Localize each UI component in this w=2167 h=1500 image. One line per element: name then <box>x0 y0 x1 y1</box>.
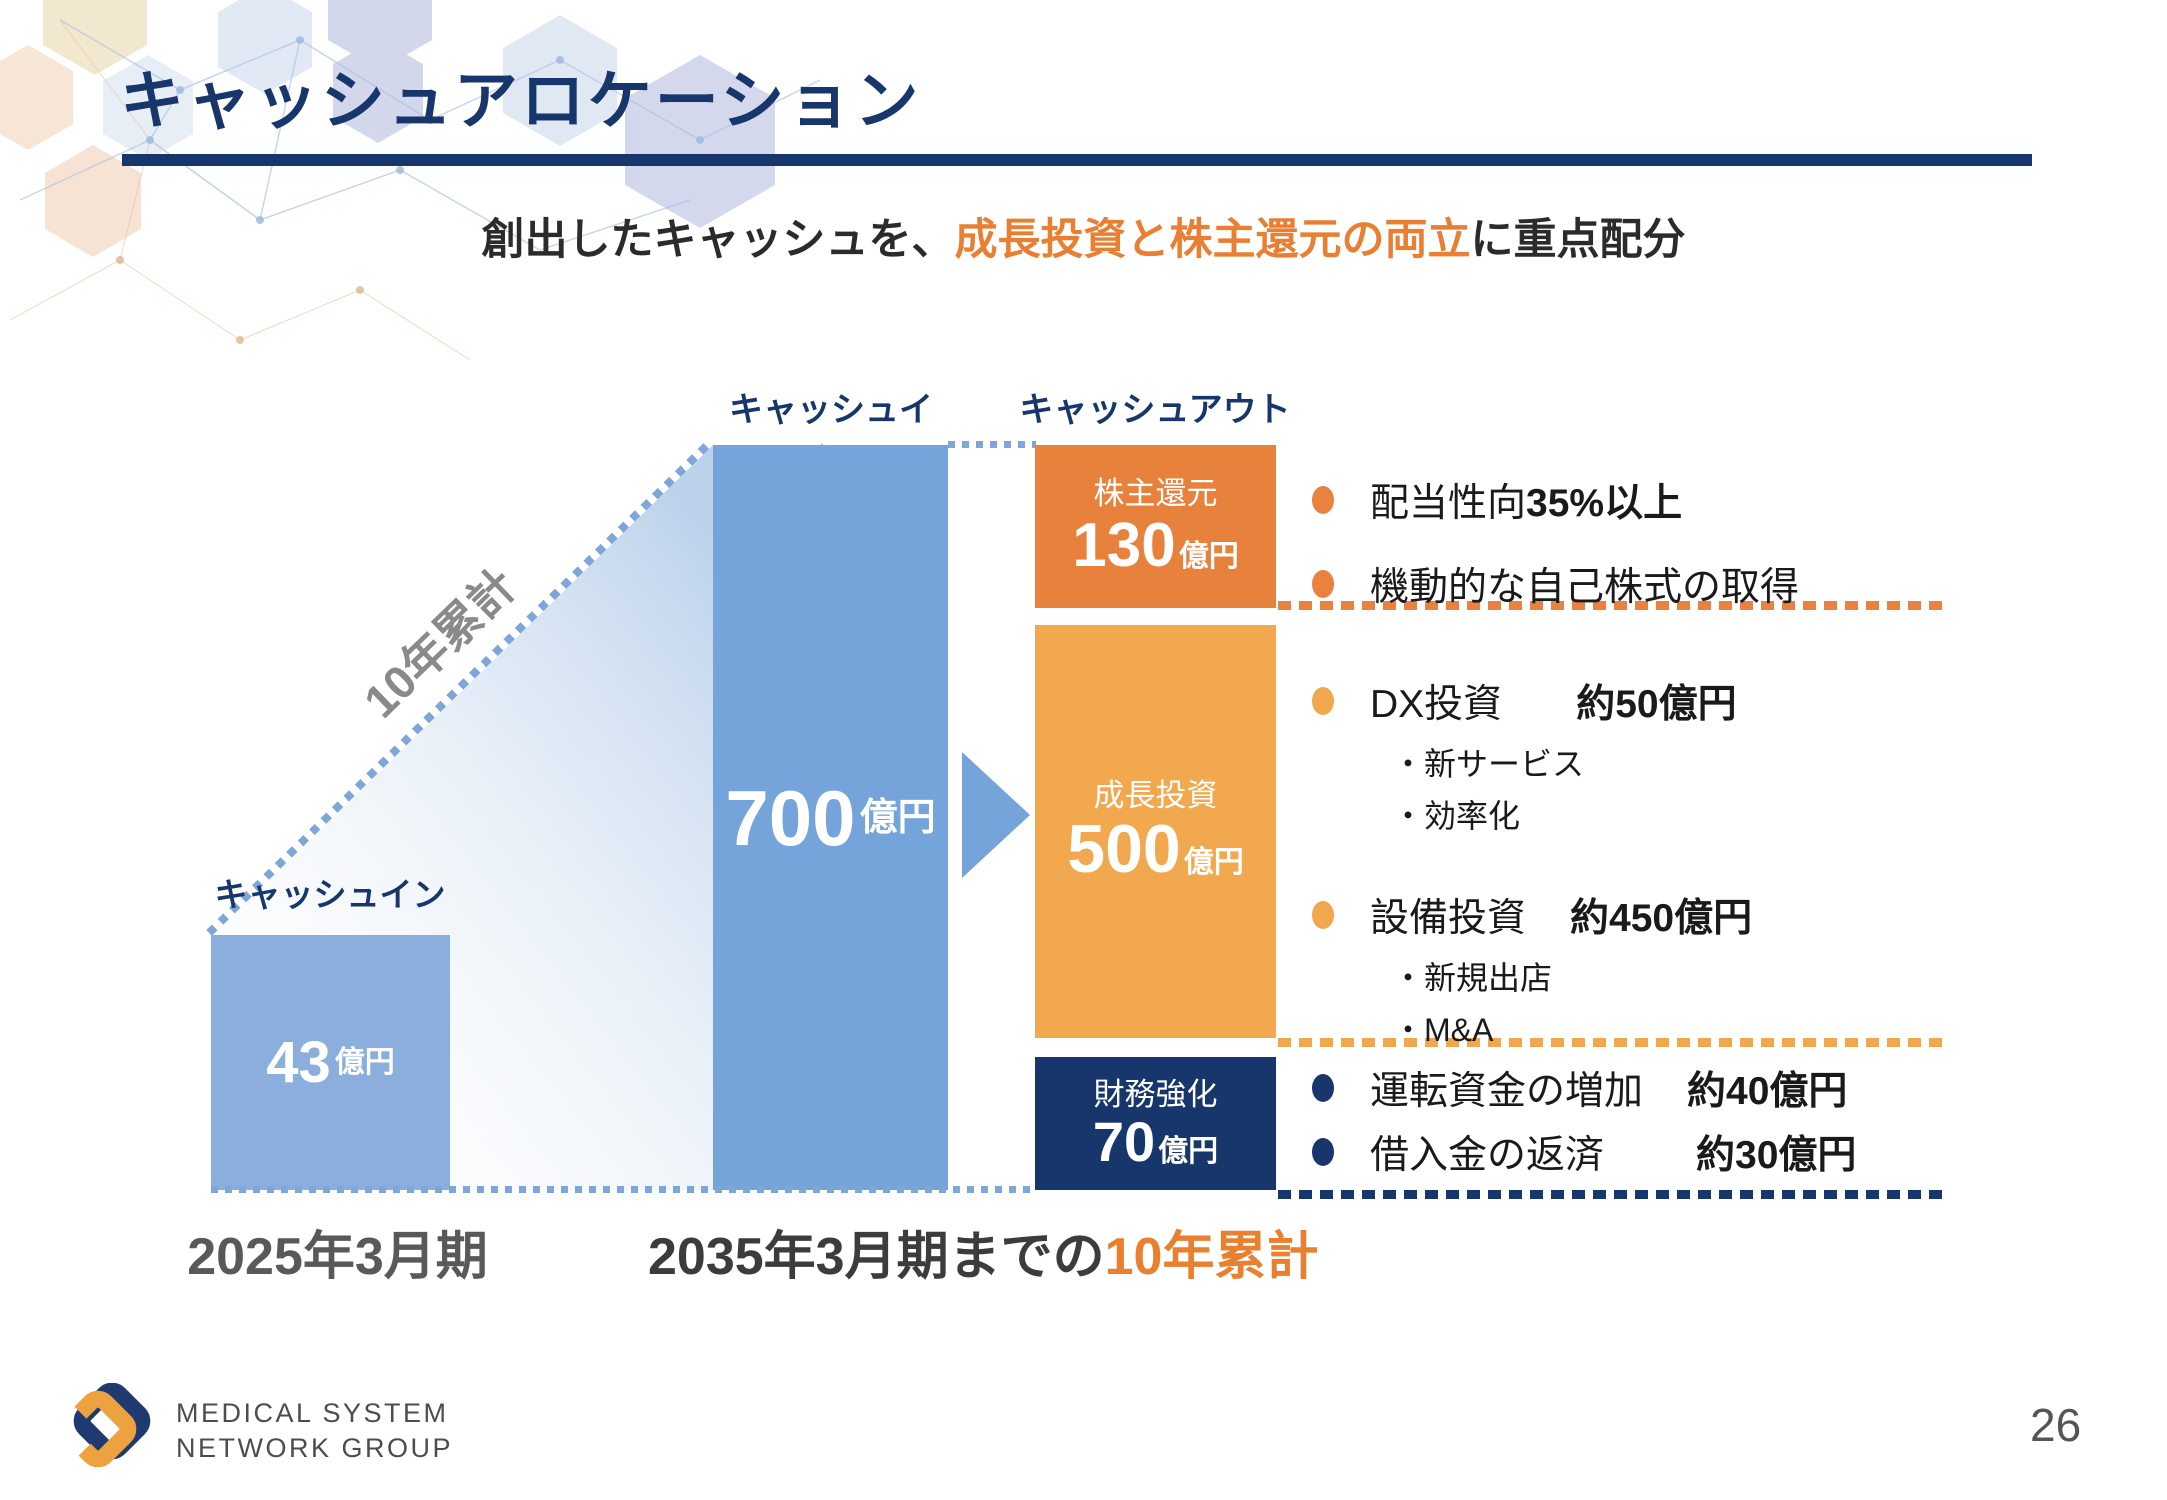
bullet-dot-icon <box>1312 570 1334 598</box>
bullet-text: 借入金の返済 <box>1370 1134 1605 1177</box>
cash-in-2025-bar: 43 億円 <box>211 935 450 1190</box>
bullet-dot-icon <box>1312 486 1334 514</box>
logo-line2: NETWORK GROUP <box>176 1433 454 1463</box>
baseline-dotted-line <box>211 1186 1036 1193</box>
bullet-text: 機動的な自己株式の取得 <box>1370 566 1800 609</box>
financial-strength-unit: 億円 <box>1158 1134 1219 1168</box>
list-item: 機動的な自己株式の取得 <box>1312 542 1799 626</box>
logo-text: MEDICAL SYSTEM NETWORK GROUP <box>176 1396 453 1466</box>
navy-dotted-divider <box>1278 1190 1946 1199</box>
page-number: 26 <box>2030 1399 2082 1451</box>
sub-bullet: ・M&A <box>1392 1012 1494 1048</box>
growth-investment-value: 500 <box>1067 811 1181 888</box>
sub-bullet: ・新サービス <box>1392 746 1585 782</box>
bullet-dot-icon <box>1312 901 1334 929</box>
growth-investment-label: 成長投資 <box>1093 778 1218 814</box>
shareholder-return-bullets: 配当性向 35%以上 機動的な自己株式の取得 <box>1312 458 1799 626</box>
orange-dotted-divider-2 <box>1278 1038 1946 1047</box>
financial-strength-label: 財務強化 <box>1093 1076 1218 1112</box>
company-logo: MEDICAL SYSTEM NETWORK GROUP <box>58 1383 453 1479</box>
bullet-dot-icon <box>1312 687 1334 715</box>
bullet-dot-icon <box>1312 1074 1334 1102</box>
spacer <box>1312 842 1752 878</box>
hexagon-network-decoration <box>0 0 821 361</box>
column-label-cash-out: キャッシュアウト <box>1019 391 1291 429</box>
list-item: 配当性向 35%以上 <box>1312 458 1799 542</box>
bullet-text: DX投資 <box>1370 683 1503 726</box>
bullet-bold-value: 35%以上 <box>1526 482 1683 525</box>
bullet-bold-value: 約50億円 <box>1576 683 1737 726</box>
subtitle: 創出したキャッシュを、成長投資と株主還元の両立に重点配分 <box>0 205 2167 267</box>
cash-in-10yr-value: 700 <box>725 773 856 862</box>
page-title: キャッシュアロケーション <box>120 65 922 137</box>
orange-dotted-divider-1 <box>1278 601 1946 610</box>
shareholder-return-value: 130 <box>1072 510 1176 580</box>
cash-in-2025-unit: 億円 <box>334 1045 395 1079</box>
sub-bullet: ・新規出店 <box>1392 960 1553 996</box>
right-arrow-icon <box>962 752 1030 878</box>
axis-2035-highlight: 10年累計 <box>1104 1228 1319 1286</box>
list-item: 設備投資 約450億円 <box>1312 878 1752 952</box>
sub-bullet: ・効率化 <box>1392 798 1521 834</box>
bullet-bold-value: 約40億円 <box>1687 1070 1848 1113</box>
subtitle-post: に重点配分 <box>1470 216 1686 264</box>
subtitle-highlight: 成長投資と株主還元の両立 <box>954 216 1471 264</box>
bullet-text: 配当性向 <box>1370 482 1527 525</box>
logo-mark-icon <box>59 1383 151 1468</box>
axis-label-2035: 2035年3月期までの10年累計 <box>648 1214 1318 1289</box>
subtitle-pre: 創出したキャッシュを、 <box>481 216 955 264</box>
financial-strength-bullets: 運転資金の増加 約40億円 借入金の返済 約30億円 <box>1312 1056 1856 1184</box>
list-item: 借入金の返済 約30億円 <box>1312 1120 1856 1184</box>
bullet-bold-value: 約30億円 <box>1696 1134 1857 1177</box>
cash-in-10yr-bar: 700 億円 <box>713 445 948 1190</box>
shareholder-return-box: 株主還元 130 億円 <box>1035 445 1276 608</box>
cash-in-2025-value: 43 <box>266 1029 331 1095</box>
logo-line1: MEDICAL SYSTEM <box>176 1398 449 1428</box>
column-label-cash-in: キャッシュイン <box>729 391 933 478</box>
axis-2035-pre: 2035年3月期までの <box>648 1228 1105 1286</box>
growth-investment-box: 成長投資 500 億円 <box>1035 625 1276 1038</box>
growth-investment-bullets: DX投資 約50億円 ・新サービス ・効率化 設備投資 約450億円 ・新規出店… <box>1312 664 1752 1056</box>
financial-strength-value: 70 <box>1092 1109 1156 1173</box>
bullet-text: 設備投資 <box>1370 897 1527 940</box>
top-dotted-connector <box>948 441 1036 448</box>
bullet-text: 運転資金の増加 <box>1370 1070 1644 1113</box>
cash-in-2025-label: キャッシュイン <box>214 876 446 913</box>
list-item: DX投資 約50億円 <box>1312 664 1752 738</box>
cash-in-10yr-unit: 億円 <box>859 796 936 839</box>
shareholder-return-label: 株主還元 <box>1093 476 1218 512</box>
axis-label-2025: 2025年3月期 <box>187 1228 488 1286</box>
bullet-dot-icon <box>1312 1138 1334 1166</box>
bullet-bold-value: 約450億円 <box>1570 897 1753 940</box>
title-underline <box>122 154 2032 166</box>
growth-investment-unit: 億円 <box>1183 846 1244 880</box>
financial-strength-box: 財務強化 70 億円 <box>1035 1057 1276 1190</box>
list-item: 運転資金の増加 約40億円 <box>1312 1056 1856 1120</box>
shareholder-return-unit: 億円 <box>1178 539 1239 573</box>
